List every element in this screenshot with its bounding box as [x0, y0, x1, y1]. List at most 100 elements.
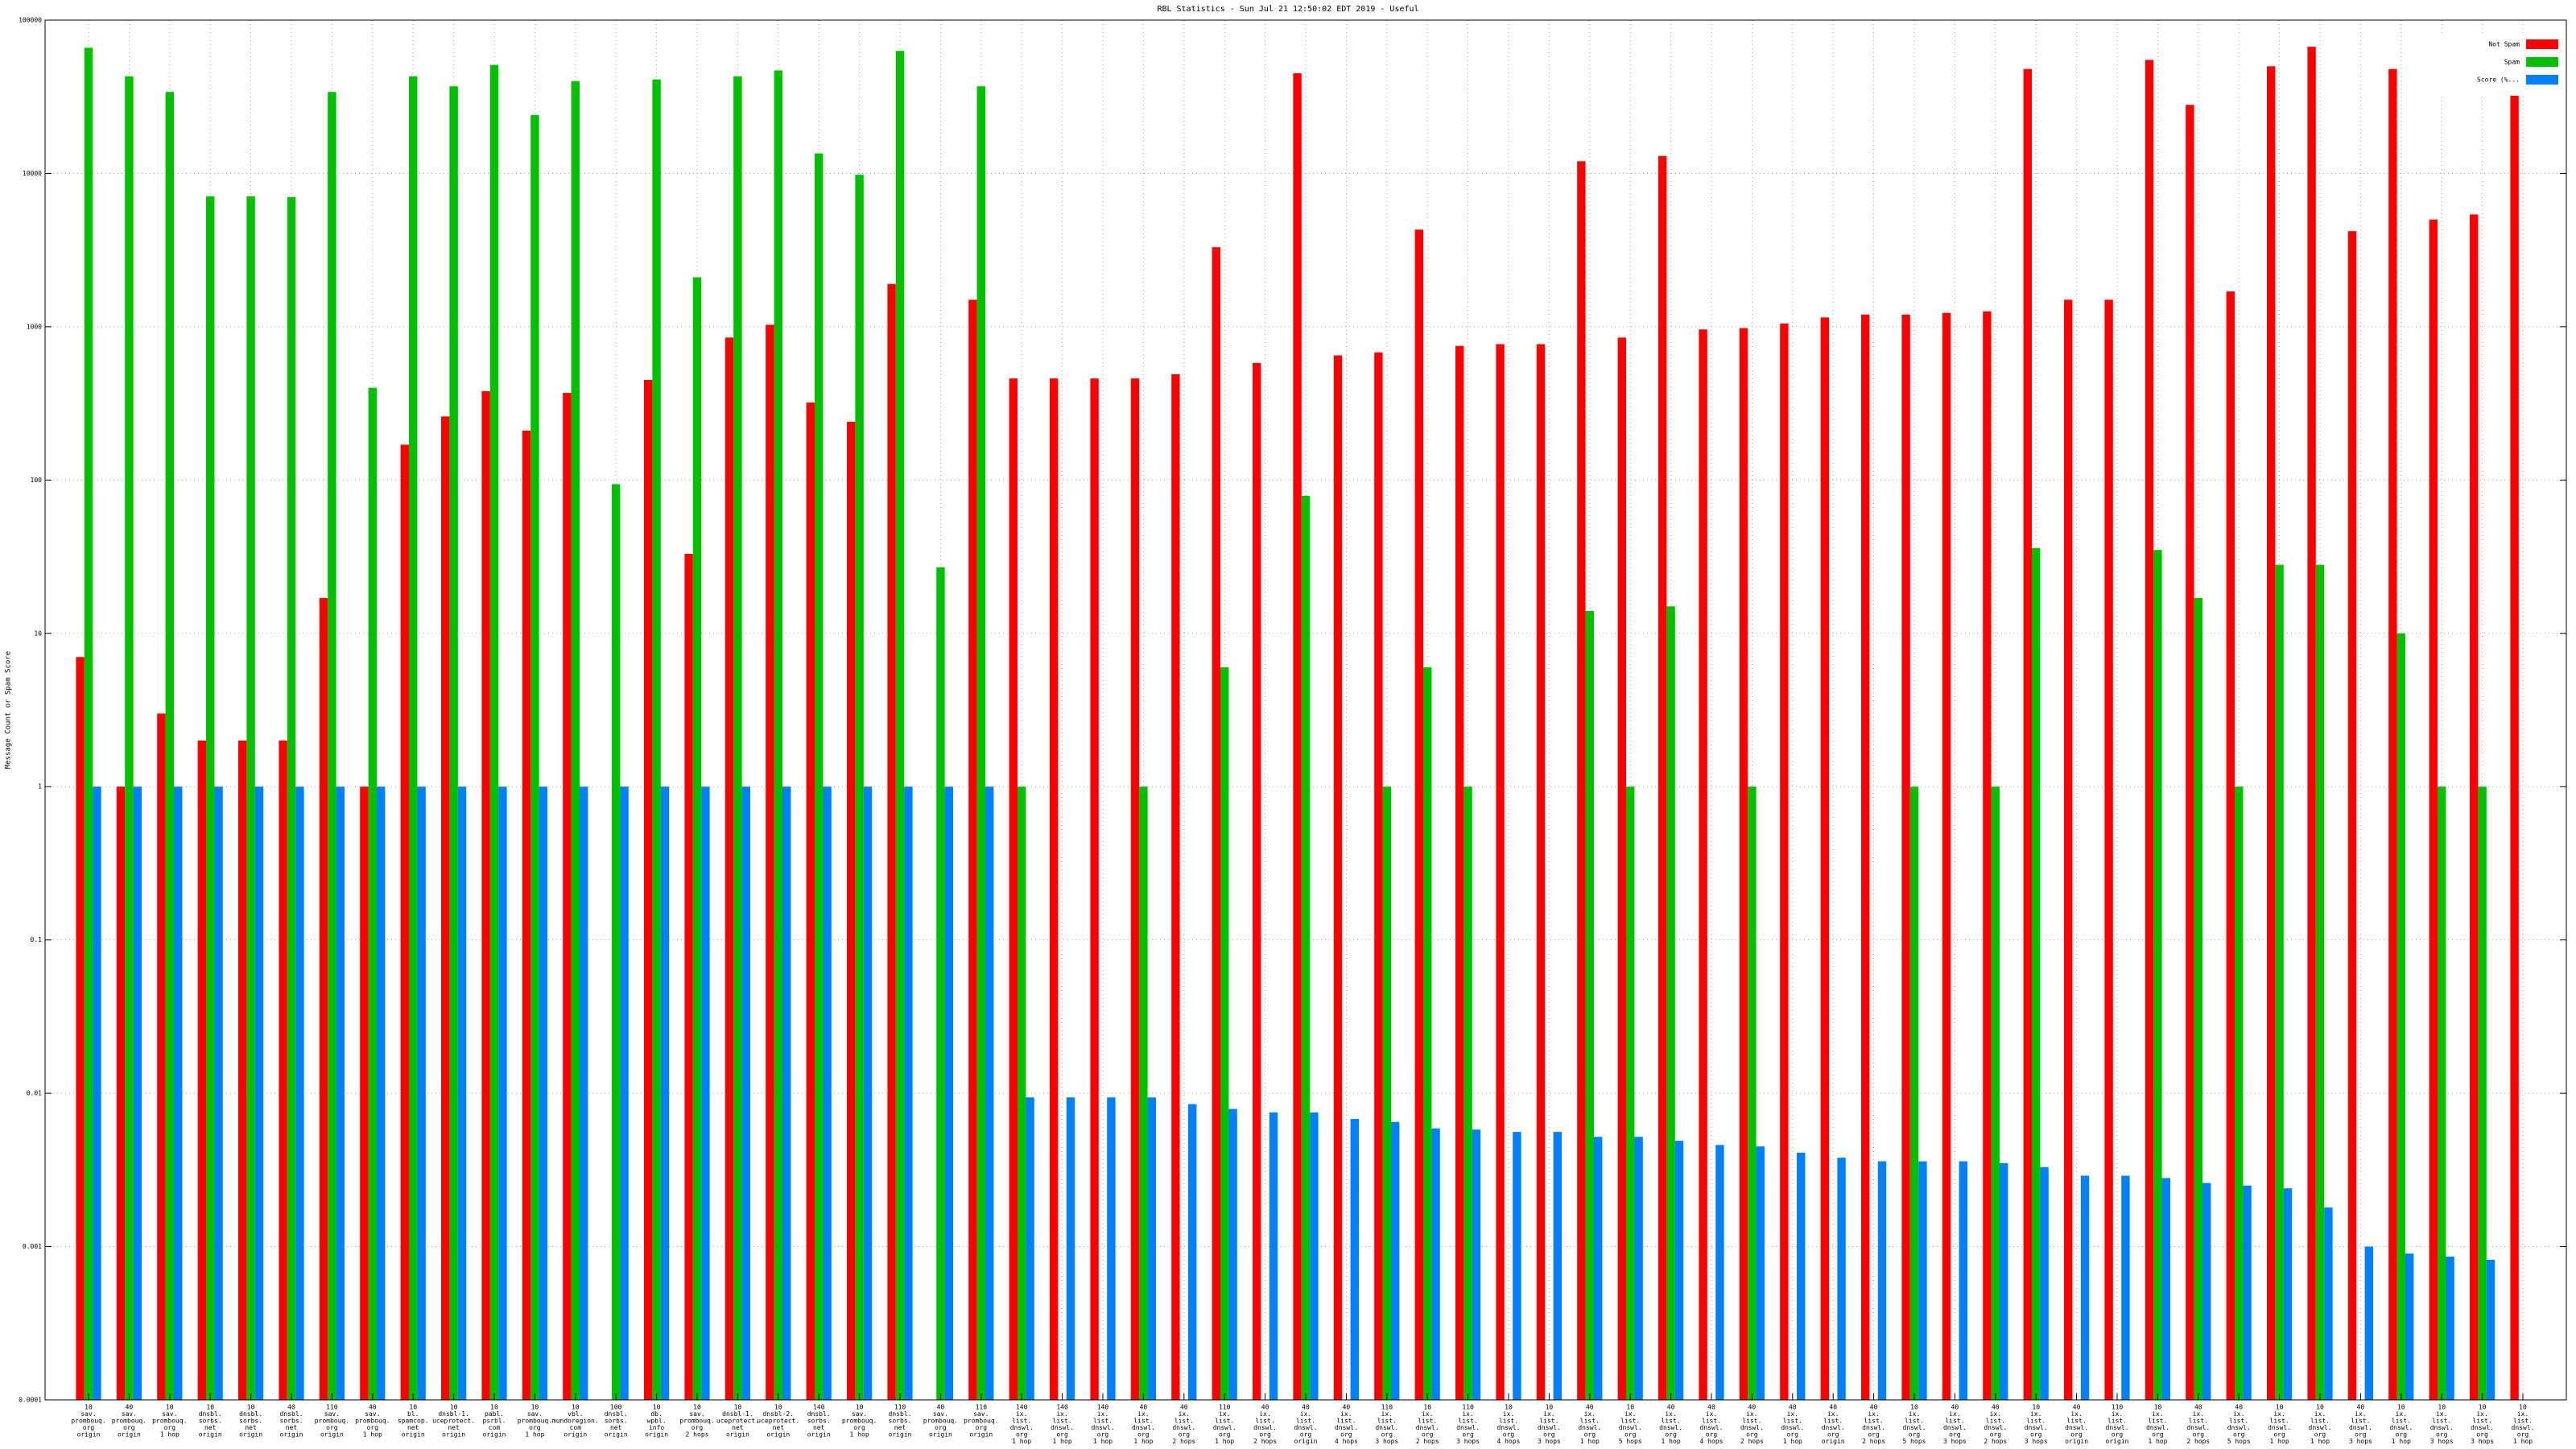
x-tick-label: ix. [1706, 1410, 1717, 1418]
x-tick-label: list. [1133, 1418, 1153, 1425]
x-tick-label: prombouq. [923, 1418, 958, 1425]
x-tick-label: 5 hops [2227, 1438, 2251, 1445]
x-tick-label: dnsbl-1. [722, 1410, 753, 1418]
bar [1301, 495, 1311, 1400]
x-tick-label: 10 [166, 1404, 174, 1411]
x-tick-label: 140 [1097, 1404, 1109, 1411]
bar [2275, 564, 2284, 1400]
x-tick-label: ix. [2476, 1410, 2487, 1418]
bar [1553, 1132, 1562, 1400]
bar [580, 786, 588, 1400]
x-tick-label: 3 hops [2349, 1438, 2372, 1445]
x-tick-label: dnsbl-2. [763, 1410, 795, 1418]
x-tick-label: org [2517, 1431, 2529, 1439]
bar [1861, 314, 1870, 1400]
x-tick-label: origin [1822, 1438, 1845, 1445]
x-tick-label: 4 hops [1700, 1438, 1724, 1445]
bar [904, 786, 913, 1400]
x-tick-label: 10 [1546, 1404, 1554, 1411]
x-tick-label: dnswl. [1740, 1424, 1764, 1431]
bar [2104, 299, 2113, 1401]
x-tick-label: 10 [206, 1404, 214, 1411]
x-tick-label: dnswl. [1619, 1424, 1642, 1431]
bar [174, 786, 183, 1400]
x-tick-label: 4 hops [1497, 1438, 1521, 1445]
x-tick-label: org [1990, 1431, 2002, 1439]
bar [1991, 786, 2000, 1400]
x-tick-label: dnswl. [2065, 1424, 2088, 1431]
x-tick-label: sav. [973, 1410, 989, 1418]
x-tick-label: 10 [409, 1404, 417, 1411]
bar [1577, 161, 1586, 1400]
x-tick-label: org [2152, 1431, 2164, 1439]
bar [1513, 1132, 1521, 1400]
x-tick-label: org [1543, 1431, 1555, 1439]
chart-title: RBL Statistics - Sun Jul 21 12:50:02 EDT… [1157, 5, 1418, 14]
x-tick-label: 40 [1302, 1404, 1310, 1411]
x-tick-label: ix. [1543, 1410, 1554, 1418]
x-tick-label: sorbs. [807, 1418, 831, 1425]
x-tick-label: list. [1539, 1418, 1558, 1425]
bar [2438, 786, 2446, 1400]
x-tick-label: dnswl. [1659, 1424, 1682, 1431]
bar [409, 76, 418, 1400]
x-tick-label: list. [1093, 1418, 1113, 1425]
y-tick-label: 0.1 [31, 936, 43, 943]
x-tick-label: ix. [2314, 1410, 2326, 1418]
bar [2307, 47, 2316, 1401]
x-tick-label: 10 [247, 1404, 255, 1411]
bar [1472, 1129, 1481, 1400]
bar [2023, 68, 2032, 1401]
x-tick-label: dnswl. [2025, 1424, 2048, 1431]
x-tick-label: prombouq. [355, 1418, 390, 1425]
bar [1674, 1141, 1684, 1400]
bar [360, 786, 369, 1400]
x-tick-label: 3 hops [2025, 1438, 2048, 1445]
bar [571, 80, 580, 1401]
x-tick-label: 1 hop [1783, 1438, 1802, 1445]
x-tick-label: ix. [1056, 1410, 1067, 1418]
x-tick-label: 40 [2073, 1404, 2081, 1411]
bar [1269, 1112, 1278, 1400]
x-tick-label: org [1219, 1431, 1231, 1439]
x-tick-label: ix. [1016, 1410, 1027, 1418]
x-tick-label: 2 hops [1984, 1438, 2007, 1445]
bar [1212, 247, 1220, 1401]
x-tick-label: ix. [1827, 1410, 1839, 1418]
bar [441, 416, 450, 1400]
bar [377, 786, 386, 1400]
x-tick-label: dnswl. [2227, 1424, 2251, 1431]
x-tick-label: 1 hop [1053, 1438, 1072, 1445]
x-tick-label: 40 [1707, 1404, 1715, 1411]
bar [84, 47, 93, 1401]
x-tick-label: dnswl. [2268, 1424, 2291, 1431]
x-tick-label: origin [77, 1431, 101, 1439]
x-tick-label: org [367, 1424, 379, 1431]
bar [530, 115, 539, 1401]
x-tick-label: pabl. [485, 1410, 504, 1418]
x-tick-label: sav. [365, 1410, 380, 1418]
x-tick-label: ix. [2152, 1410, 2163, 1418]
bar [1066, 1097, 1075, 1400]
x-tick-label: list. [2026, 1418, 2046, 1425]
bar [652, 79, 661, 1400]
bar [2040, 1166, 2049, 1400]
bar [2405, 1253, 2414, 1400]
x-tick-label: list. [1053, 1418, 1072, 1425]
x-tick-label: org [2070, 1431, 2083, 1439]
bar [2194, 597, 2202, 1400]
x-tick-label: 40 [287, 1404, 295, 1411]
x-tick-label: 1 hop [2513, 1438, 2533, 1445]
x-tick-label: dnswl. [1213, 1424, 1236, 1431]
x-tick-label: origin [442, 1431, 465, 1439]
x-tick-label: 3 hops [1456, 1438, 1480, 1445]
bar [368, 387, 377, 1401]
x-tick-label: 5 hops [1903, 1438, 1926, 1445]
x-tick-label: org [326, 1424, 338, 1431]
x-tick-label: dnswl. [1903, 1424, 1926, 1431]
x-tick-label: 1 hop [1662, 1438, 1681, 1445]
x-tick-label: org [1584, 1431, 1596, 1439]
x-tick-label: list. [1012, 1418, 1031, 1425]
x-tick-label: sorbs. [199, 1418, 222, 1425]
